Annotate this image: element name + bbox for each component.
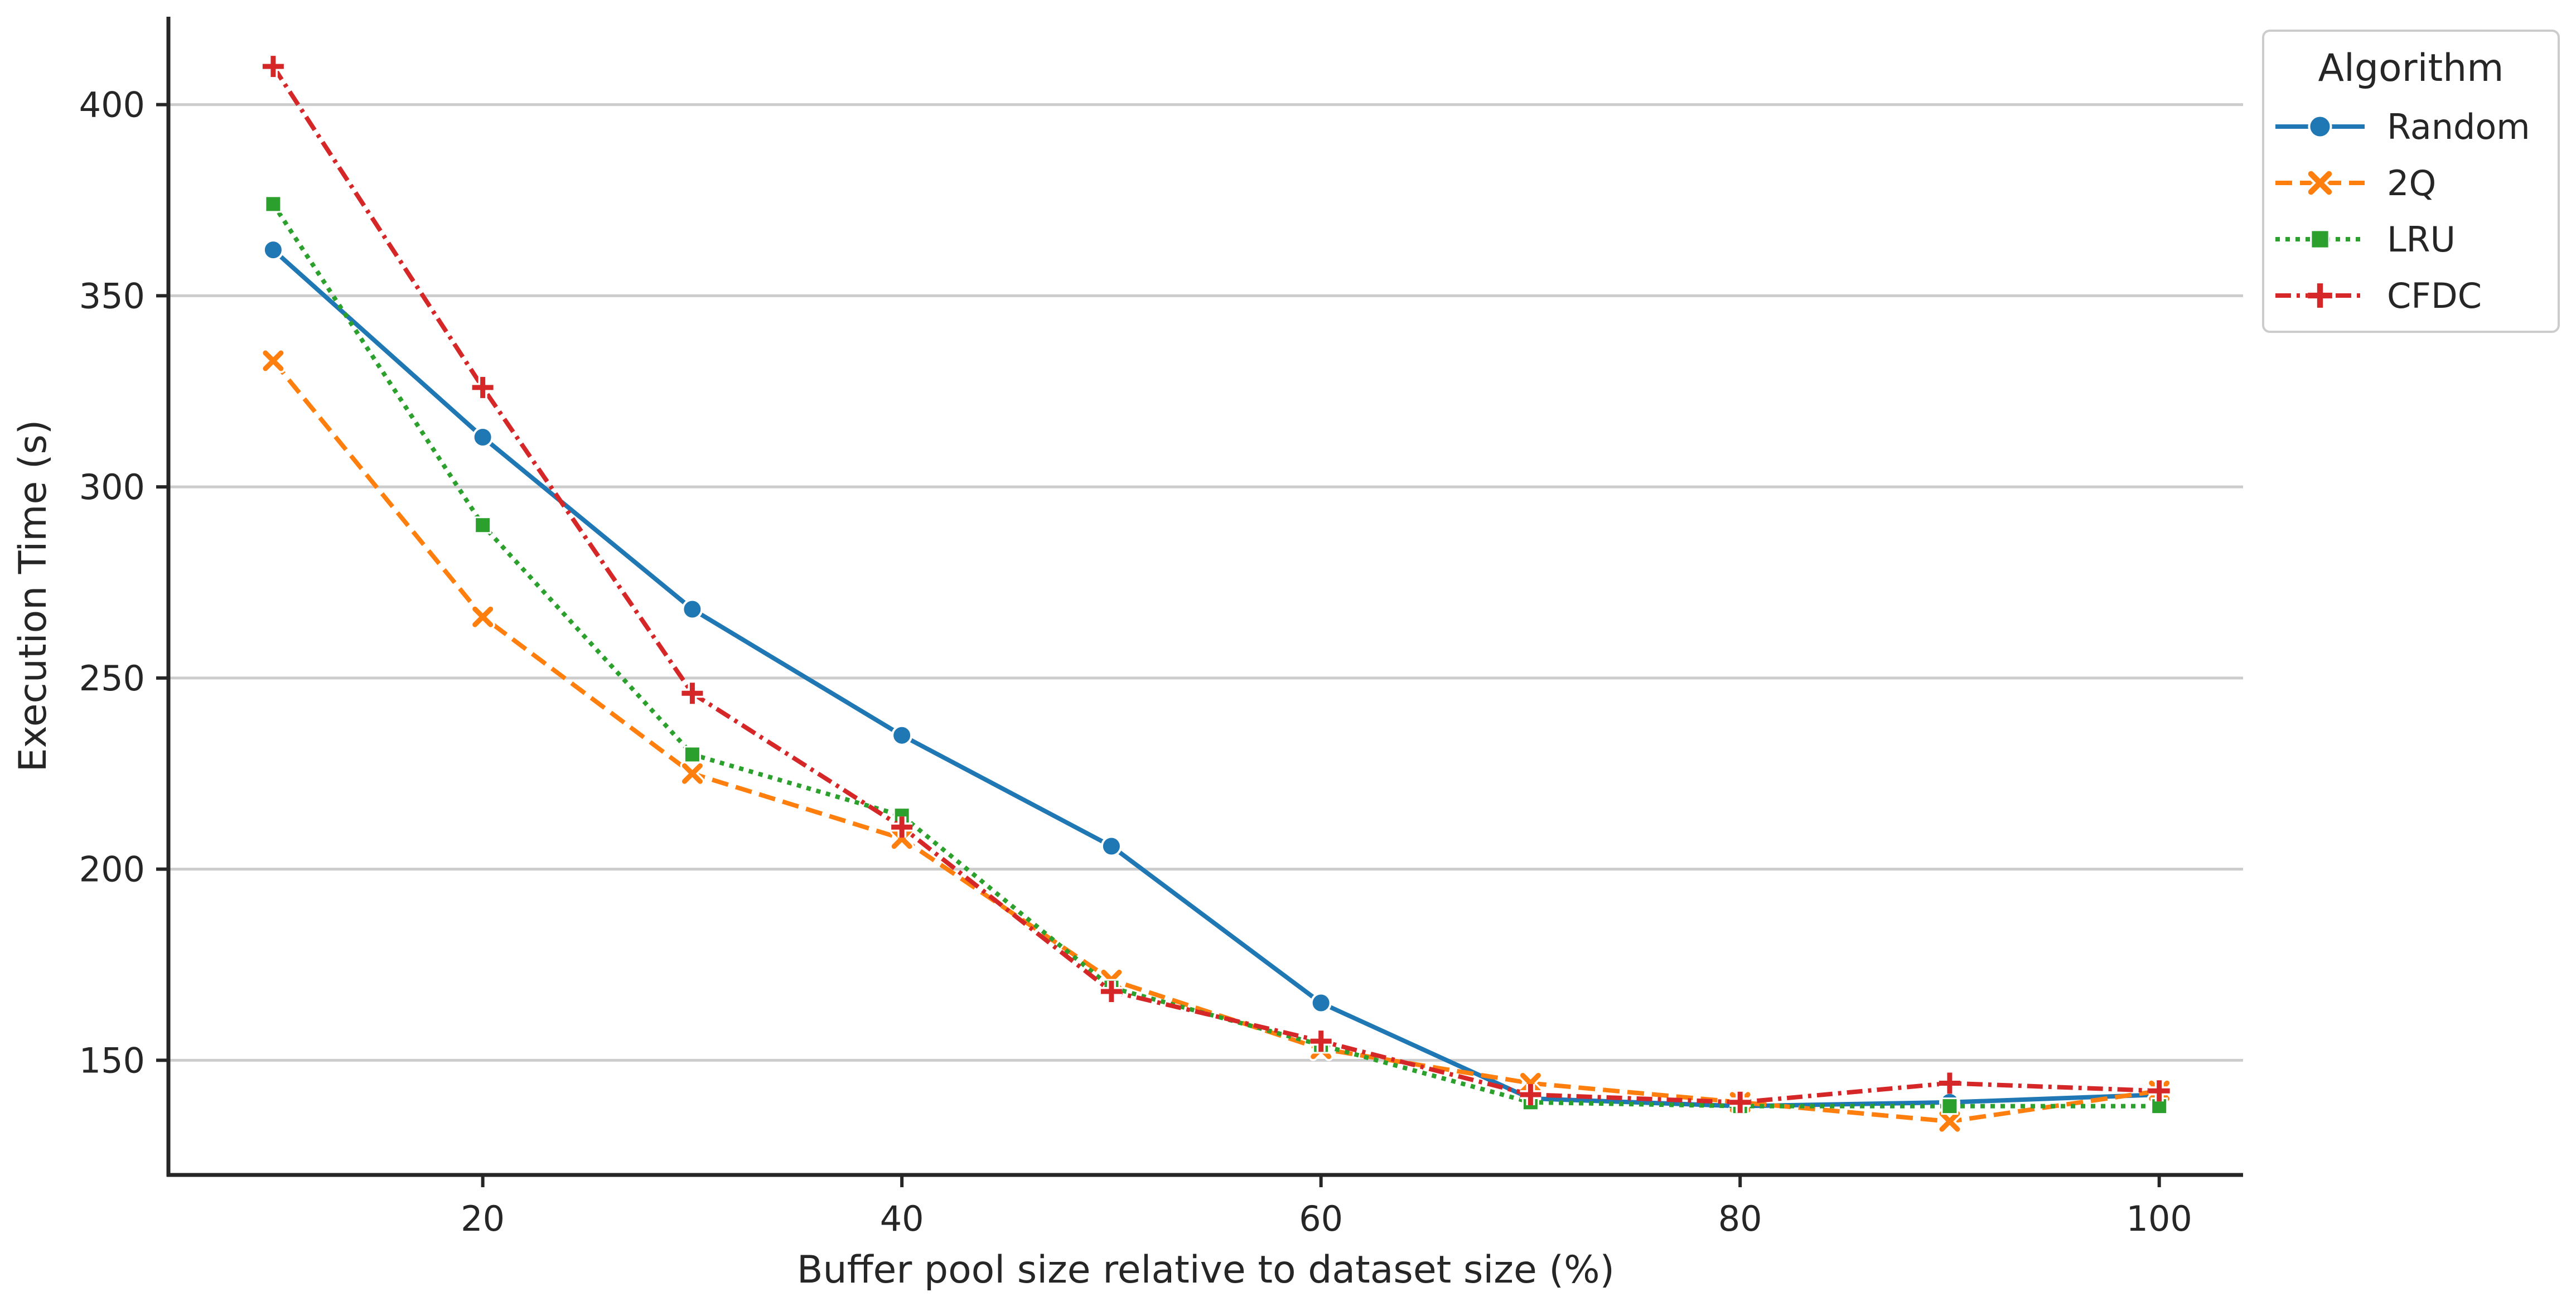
data-point-2q bbox=[260, 348, 286, 373]
marker-stroke bbox=[2308, 171, 2332, 195]
data-point-cfdc bbox=[1100, 980, 1122, 1002]
marker-stroke bbox=[472, 606, 494, 627]
y-tick-label: 150 bbox=[79, 1040, 145, 1081]
legend-items: Random 2Q LRU CFDC bbox=[2275, 107, 2530, 316]
data-point-lru bbox=[264, 195, 282, 213]
marker-stroke bbox=[2148, 1080, 2170, 1102]
y-tick-label: 300 bbox=[79, 467, 145, 507]
y-tick-label: 400 bbox=[79, 85, 145, 125]
legend: Algorithm Random 2Q LRU CFDC bbox=[2262, 30, 2560, 333]
legend-label-random: Random bbox=[2387, 107, 2530, 147]
legend-marker-cfdc bbox=[2308, 283, 2332, 308]
x-tick-label: 20 bbox=[461, 1198, 505, 1239]
data-point-lru bbox=[474, 516, 492, 534]
data-point-cfdc bbox=[262, 56, 284, 78]
data-point-lru bbox=[2150, 1097, 2168, 1115]
marker-stroke bbox=[1520, 1072, 1541, 1094]
y-axis-label: Execution Time (s) bbox=[11, 420, 55, 772]
marker-stroke bbox=[1939, 1072, 1960, 1094]
y-tick-label: 200 bbox=[79, 849, 145, 890]
data-point-lru bbox=[683, 746, 701, 763]
legend-marker-random bbox=[2308, 114, 2332, 139]
data-point-2q bbox=[1937, 1109, 1962, 1134]
axes bbox=[166, 17, 2243, 1177]
data-point-cfdc bbox=[472, 376, 494, 398]
data-point-cfdc bbox=[1939, 1072, 1960, 1094]
data-point-2q bbox=[890, 826, 915, 851]
x-axis-label: Buffer pool size relative to dataset siz… bbox=[797, 1248, 1615, 1292]
data-point-cfdc bbox=[682, 683, 703, 704]
series-2q bbox=[260, 348, 2172, 1134]
series-cfdc bbox=[262, 56, 2170, 1113]
marker-stroke bbox=[891, 816, 913, 838]
legend-item-lru: LRU bbox=[2275, 219, 2456, 260]
marker-stroke bbox=[891, 828, 912, 849]
data-point-random bbox=[472, 427, 494, 448]
legend-marker-lru bbox=[2310, 229, 2330, 249]
marker-stroke bbox=[472, 376, 494, 398]
data-point-random bbox=[891, 724, 913, 746]
marker-stroke bbox=[262, 56, 284, 78]
marker-stroke bbox=[1310, 1031, 1332, 1052]
marker-stroke bbox=[682, 683, 703, 704]
y-tick-label: 250 bbox=[79, 658, 145, 699]
data-point-cfdc bbox=[1310, 1031, 1332, 1052]
marker-stroke bbox=[1729, 1091, 1751, 1113]
data-point-cfdc bbox=[1729, 1091, 1751, 1113]
data-point-cfdc bbox=[2148, 1080, 2170, 1102]
series-line-random bbox=[272, 248, 2159, 1109]
data-point-2q bbox=[1518, 1071, 1543, 1096]
data-point-random bbox=[1100, 835, 1122, 857]
y-tick-label: 350 bbox=[79, 275, 145, 316]
data-point-random bbox=[682, 598, 703, 620]
marker-stroke bbox=[1939, 1111, 1960, 1132]
ticks: 150 200 250 300 350 400 20 40 60 80 100 bbox=[79, 85, 2192, 1239]
series-lines bbox=[260, 56, 2172, 1134]
data-point-random bbox=[262, 239, 284, 261]
legend-item-random: Random bbox=[2275, 107, 2530, 147]
marker-stroke bbox=[263, 350, 284, 371]
legend-box bbox=[2262, 30, 2560, 333]
data-point-cfdc bbox=[891, 816, 913, 838]
series-line-lru bbox=[271, 202, 2159, 1109]
legend-item-2q: 2Q bbox=[2275, 163, 2436, 204]
series-line-cfdc bbox=[271, 65, 2159, 1105]
marker-stroke bbox=[2308, 283, 2332, 308]
legend-label-2q: 2Q bbox=[2387, 163, 2436, 204]
legend-marker-2q bbox=[2306, 168, 2335, 197]
legend-title: Algorithm bbox=[2318, 46, 2503, 90]
legend-label-lru: LRU bbox=[2387, 219, 2456, 260]
series-random bbox=[262, 239, 2170, 1117]
marker-stroke bbox=[682, 763, 703, 784]
x-tick-label: 40 bbox=[880, 1198, 924, 1239]
series-lru bbox=[264, 195, 2168, 1115]
x-tick-label: 100 bbox=[2126, 1198, 2192, 1239]
data-point-cfdc bbox=[1520, 1084, 1541, 1106]
data-point-lru bbox=[1941, 1097, 1959, 1115]
gridlines bbox=[168, 103, 2243, 1062]
x-tick-label: 80 bbox=[1718, 1198, 1762, 1239]
data-point-random bbox=[1310, 992, 1332, 1014]
data-point-2q bbox=[470, 604, 495, 630]
x-tick-label: 60 bbox=[1299, 1198, 1343, 1239]
marker-stroke bbox=[1520, 1084, 1541, 1106]
marker-stroke bbox=[1100, 980, 1122, 1002]
series-line-2q bbox=[271, 359, 2160, 1124]
data-point-2q bbox=[680, 761, 705, 786]
legend-item-cfdc: CFDC bbox=[2275, 275, 2482, 316]
legend-label-cfdc: CFDC bbox=[2387, 275, 2482, 316]
